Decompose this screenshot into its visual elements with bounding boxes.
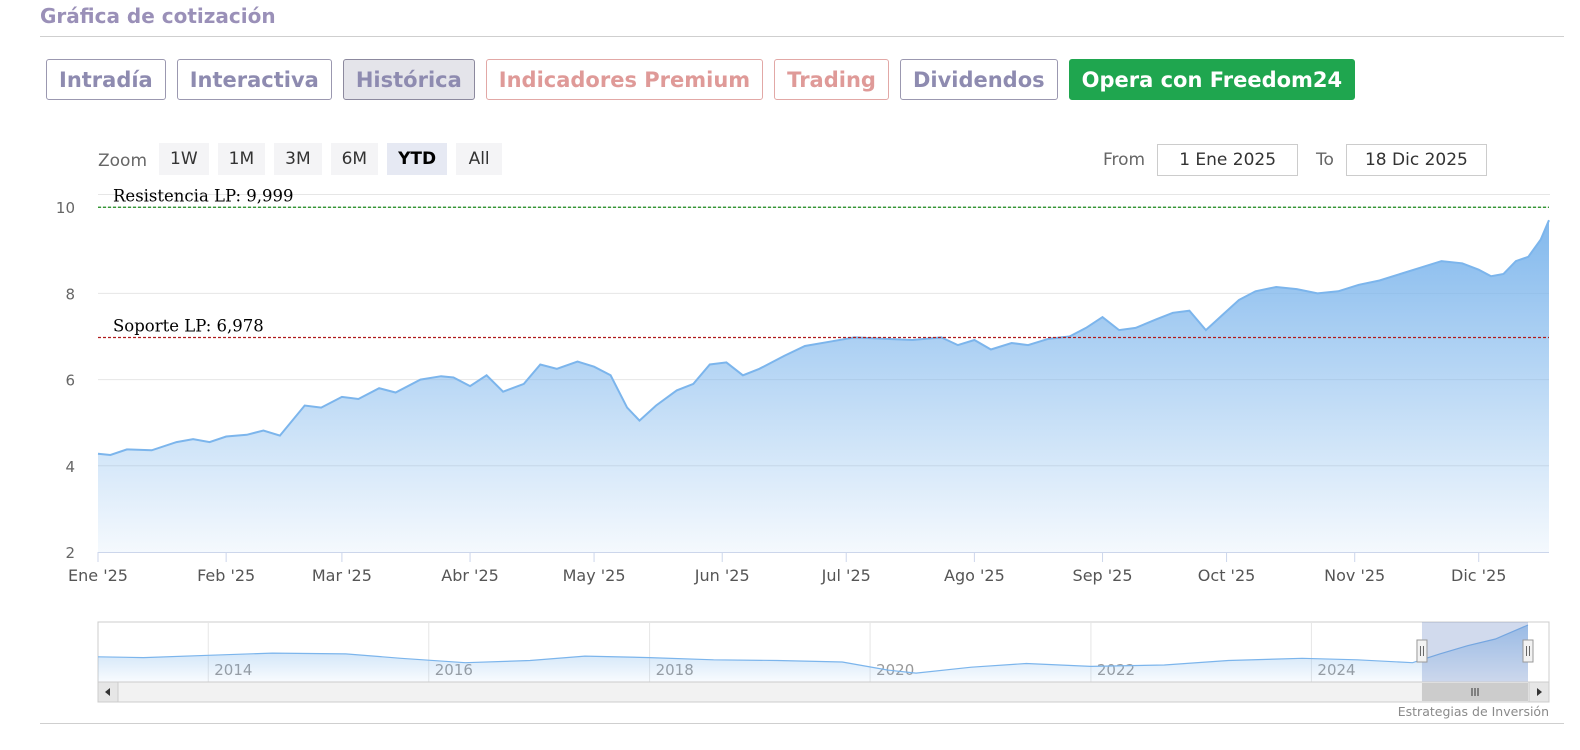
x-tick-label: Jul '25 [821, 566, 871, 585]
zoom-button-1m[interactable]: 1M [217, 143, 266, 175]
x-tick-label: Abr '25 [441, 566, 499, 585]
zoom-button-3m[interactable]: 3M [274, 143, 322, 175]
price-area [98, 220, 1549, 552]
chart-top-divider [98, 194, 1550, 195]
zoom-button-6m[interactable]: 6M [330, 143, 379, 175]
x-tick-label: Oct '25 [1198, 566, 1256, 585]
chart-tabs: Intradía Interactiva Histórica Indicador… [46, 59, 1356, 102]
range-to-input[interactable] [1345, 144, 1487, 176]
navigator-handle-right[interactable] [1522, 639, 1534, 663]
range-from-label: From [1103, 150, 1146, 170]
navigator: 201420162018202020222024 [97, 621, 1550, 703]
tab-premium-indicators[interactable]: Indicadores Premium [485, 59, 764, 100]
tab-dividends[interactable]: Dividendos [899, 59, 1058, 100]
range-from: From [1103, 144, 1299, 176]
support-resistance-lines: Resistencia LP: 9,999 Soporte LP: 6,978 [98, 186, 1549, 339]
y-tick-label: 2 [65, 544, 75, 562]
y-tick-label: 10 [56, 199, 75, 217]
resistance-label: Resistencia LP: 9,999 [113, 186, 294, 205]
scrollbar-track[interactable] [97, 681, 1550, 703]
zoom-label: Zoom [98, 151, 148, 171]
range-from-input[interactable] [1157, 144, 1299, 176]
x-tick-label: Mar '25 [312, 566, 372, 585]
range-to-label: To [1316, 150, 1334, 170]
price-line [97, 219, 1550, 457]
x-tick-label: Feb '25 [197, 566, 255, 585]
x-tick-label: Sep '25 [1073, 566, 1133, 585]
section-divider [40, 36, 1564, 37]
y-axis-labels: 2 4 6 8 10 [56, 199, 75, 562]
x-tick-label: Nov '25 [1324, 566, 1385, 585]
tab-interactive[interactable]: Interactiva [176, 59, 332, 100]
scrollbar-thumb[interactable] [1421, 683, 1528, 701]
zoom-selector: Zoom 1W 1M 3M 6M YTD All [98, 143, 503, 175]
y-tick-label: 8 [65, 285, 75, 303]
scrollbar-right-arrow[interactable] [1528, 681, 1550, 703]
tab-historical[interactable]: Histórica [342, 59, 475, 100]
section-title: Gráfica de cotización [40, 4, 276, 28]
x-tick-label: Jun '25 [694, 566, 750, 585]
navigator-handle-left[interactable] [1416, 639, 1428, 663]
zoom-button-all[interactable]: All [456, 143, 503, 175]
scrollbar-left-arrow[interactable] [97, 681, 119, 703]
x-tick-label: Ene '25 [68, 566, 128, 585]
x-tick-label: Ago '25 [944, 566, 1005, 585]
navigator-line [97, 624, 1529, 674]
zoom-button-ytd[interactable]: YTD [387, 143, 448, 175]
navigator-area [98, 625, 1528, 682]
x-axis-labels: Ene '25 Feb '25 Mar '25 Abr '25 May '25 Jun '… [68, 552, 1506, 585]
zoom-button-1w[interactable]: 1W [159, 143, 209, 175]
support-label: Soporte LP: 6,978 [113, 316, 264, 335]
freedom24-cta-button[interactable]: Opera con Freedom24 [1068, 59, 1356, 100]
y-tick-label: 4 [65, 458, 75, 476]
tab-trading[interactable]: Trading [774, 59, 889, 100]
navigator-selection[interactable] [1421, 622, 1528, 682]
y-tick-label: 6 [65, 372, 75, 390]
bottom-divider [40, 723, 1564, 724]
x-tick-label: May '25 [563, 566, 626, 585]
chart-credits[interactable]: Estrategias de Inversión [1397, 704, 1549, 719]
tab-intraday[interactable]: Intradía [46, 59, 166, 100]
range-to: To [1316, 144, 1487, 176]
x-tick-label: Dic '25 [1451, 566, 1506, 585]
